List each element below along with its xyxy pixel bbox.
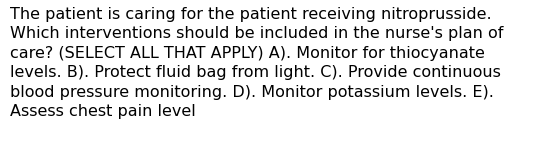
- Text: The patient is caring for the patient receiving nitroprusside.
Which interventio: The patient is caring for the patient re…: [10, 7, 503, 119]
